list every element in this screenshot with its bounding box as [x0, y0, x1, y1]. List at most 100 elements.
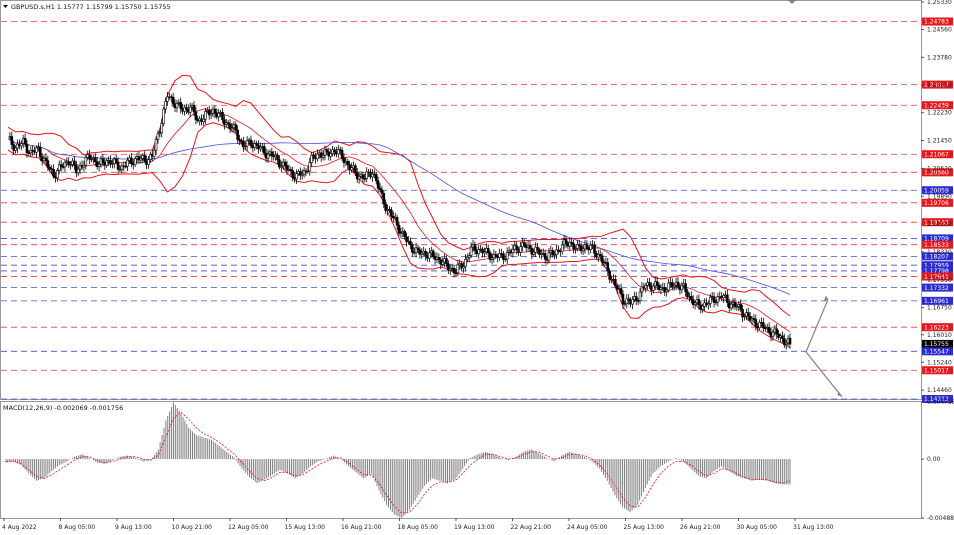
- candle-body: [88, 154, 91, 160]
- candle-body: [771, 331, 775, 337]
- candle-body: [35, 147, 38, 153]
- candle-body: [466, 256, 469, 260]
- candle-body: [67, 161, 71, 166]
- candle-body: [124, 165, 127, 168]
- symbol-header: GBPUSD.s,H1 1.15777 1.15799 1.15750 1.15…: [3, 3, 171, 11]
- candle-body: [589, 244, 593, 251]
- level-price-label: 1.24783: [924, 19, 949, 26]
- time-axis[interactable]: 4 Aug 2022 8 Aug 05:00 9 Aug 13:00 10 Aug 2…: [2, 518, 834, 531]
- candle-body: [29, 149, 33, 154]
- x-tick-label: 24 Aug 05:00: [567, 524, 608, 531]
- projection-arrows[interactable]: [788, 0, 843, 398]
- candle-body: [94, 157, 97, 163]
- candle-body: [784, 342, 788, 345]
- candle-body: [714, 301, 718, 304]
- candle-body: [671, 282, 674, 288]
- candle-body: [365, 171, 369, 179]
- candle-body: [593, 244, 596, 254]
- candle-body: [48, 166, 52, 170]
- level-price-label: 1.22439: [924, 102, 949, 109]
- candle-body: [130, 157, 133, 164]
- candle-body: [448, 268, 452, 271]
- y-tick-label: 1.14460: [927, 387, 952, 394]
- candle-body: [350, 167, 353, 171]
- candle-body: [31, 149, 34, 152]
- candle-body: [204, 111, 207, 120]
- level-price-tag: [922, 240, 953, 249]
- candle-body: [295, 173, 298, 180]
- y-tick-label: 1.19890: [927, 193, 952, 200]
- candle-body: [467, 255, 471, 258]
- level-price-label: 1.16961: [924, 298, 949, 305]
- candle-body: [473, 244, 477, 251]
- candle-body: [306, 170, 310, 173]
- candle-body: [619, 288, 623, 295]
- candle-body: [505, 251, 509, 260]
- level-price-tag: [922, 218, 953, 227]
- x-tick-label: 15 Aug 13:00: [285, 524, 326, 531]
- level-price-tag: [922, 283, 953, 292]
- candle-body: [390, 209, 393, 217]
- candle-body: [733, 302, 737, 307]
- candle-body: [371, 173, 374, 178]
- x-tick-label: 9 Aug 13:00: [115, 524, 152, 531]
- candle-body: [418, 249, 422, 255]
- candle-body: [631, 299, 634, 305]
- dropdown-triangle-icon[interactable]: [3, 5, 8, 8]
- arrow-head-down-icon: [837, 391, 842, 397]
- candle-body: [547, 252, 551, 261]
- candle-body: [243, 145, 247, 148]
- candle-body: [302, 170, 306, 175]
- price-axis[interactable]: 1.25330 1.24560 1.23780 1.23010 1.22230 1.214…: [921, 0, 952, 394]
- x-tick-label: 10 Aug 21:00: [172, 524, 213, 531]
- level-price-label: 1.19706: [924, 200, 949, 207]
- candle-body: [300, 173, 304, 176]
- candle-body: [346, 161, 350, 165]
- candle-body: [156, 133, 160, 140]
- candle-body: [133, 158, 137, 166]
- candle-body: [729, 303, 733, 309]
- level-price-label: 1.15547: [924, 349, 949, 356]
- candle-body: [171, 96, 175, 105]
- y-tick-label: 1.21450: [927, 138, 952, 145]
- candle-body: [781, 335, 784, 339]
- level-price-label: 1.18207: [924, 254, 949, 261]
- candle-body: [52, 168, 55, 177]
- candle-body: [437, 257, 441, 261]
- level-price-label: 1.18533: [924, 242, 949, 249]
- candle-body: [399, 232, 403, 234]
- candle-body: [149, 154, 152, 160]
- candle-body: [226, 122, 230, 125]
- candle-body: [672, 284, 676, 288]
- x-tick-label: 18 Aug 05:00: [398, 524, 439, 531]
- candle-body: [374, 174, 378, 182]
- candle-body: [739, 303, 742, 310]
- horizontal-levels[interactable]: 1.24783 1.23017 1.22439 1.21067 1.20560 1.200…: [1, 17, 953, 404]
- x-tick-label: 22 Aug 21:00: [511, 524, 552, 531]
- candle-body: [538, 249, 541, 255]
- candle-body: [192, 104, 196, 113]
- candle-body: [481, 248, 484, 254]
- y-tick-label: 1.16750: [927, 305, 952, 312]
- candle-body: [644, 285, 648, 289]
- candle-body: [120, 165, 124, 170]
- candle-body: [775, 328, 779, 335]
- candle-body: [289, 169, 293, 171]
- candle-body: [388, 209, 391, 211]
- candle-body: [342, 157, 346, 163]
- candle-body: [340, 149, 344, 159]
- candle-body: [69, 164, 72, 166]
- candle-body: [515, 245, 518, 250]
- candle-body: [608, 270, 611, 280]
- candle-body: [576, 244, 579, 249]
- candle-body: [585, 244, 589, 249]
- candle-body: [270, 151, 274, 157]
- candle-body: [46, 160, 50, 168]
- level-price-tag: [922, 252, 953, 261]
- candle-body: [382, 193, 386, 205]
- candle-body: [743, 315, 746, 318]
- candle-body: [202, 118, 205, 123]
- candle-body: [147, 159, 150, 165]
- candle-body: [59, 164, 63, 167]
